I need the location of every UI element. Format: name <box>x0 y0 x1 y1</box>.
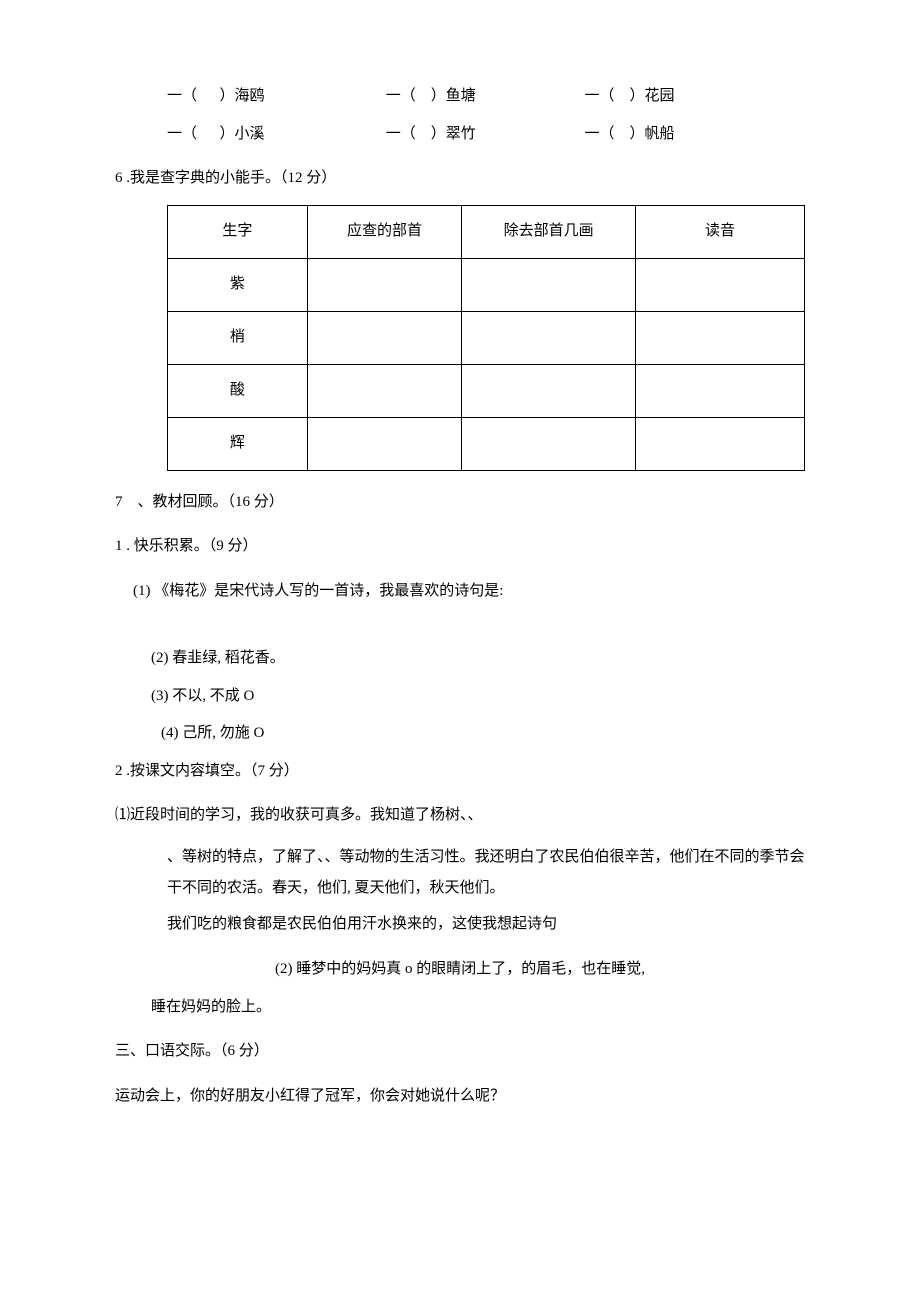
table-cell: 梢 <box>168 311 308 364</box>
s1-item-1: (1) 《梅花》是宋代诗人写的一首诗，我最喜欢的诗句是: <box>133 580 805 603</box>
q5-r1-b-pre: 一（ <box>386 88 416 104</box>
table-cell: 紫 <box>168 258 308 311</box>
table-cell <box>636 364 805 417</box>
table-header-cell: 生字 <box>168 205 308 258</box>
q5-r2-c-pre: 一（ <box>585 126 615 142</box>
table-row: 辉 <box>168 417 805 470</box>
q5-row-1: 一（ ）海鸥 一（ ）鱼塘 一（ ）花园 <box>167 85 805 108</box>
table-row: 酸 <box>168 364 805 417</box>
q5-r2-c-post: ）帆船 <box>630 126 675 142</box>
table-header-cell: 应查的部首 <box>307 205 461 258</box>
s2-heading: 2 .按课文内容填空。（7 分） <box>115 760 805 783</box>
q5-r2-a-post: ）小溪 <box>220 126 265 142</box>
table-cell <box>307 364 461 417</box>
s2-p3: 我们吃的粮食都是农民伯伯用汗水换来的，这使我想起诗句 <box>167 909 805 941</box>
q5-r1-a-post: ）海鸥 <box>220 88 265 104</box>
q5-r1-c-pre: 一（ <box>585 88 615 104</box>
s2-p4: (2) 睡梦中的妈妈真 o 的眼睛闭上了，的眉毛，也在睡觉, <box>275 958 805 981</box>
table-header-cell: 除去部首几画 <box>462 205 636 258</box>
q7-heading: 7 、教材回顾。（16 分） <box>115 491 805 514</box>
table-cell <box>636 417 805 470</box>
s1-item-4: (4) 己所, 勿施 O <box>161 722 805 745</box>
s1-heading: 1 . 快乐积累。（9 分） <box>115 535 805 558</box>
table-cell <box>462 364 636 417</box>
s1-item-2: (2) 春韭绿, 稻花香。 <box>151 647 805 670</box>
q5-r2-b-pre: 一（ <box>386 126 416 142</box>
table-cell <box>636 258 805 311</box>
s2-p5: 睡在妈妈的脸上。 <box>151 996 805 1019</box>
table-cell <box>462 417 636 470</box>
table-cell <box>462 311 636 364</box>
q5-r2-a-pre: 一（ <box>167 126 197 142</box>
table-header-row: 生字 应查的部首 除去部首几画 读音 <box>168 205 805 258</box>
s1-item-3: (3) 不以, 不成 O <box>151 685 805 708</box>
table-cell: 辉 <box>168 417 308 470</box>
q5-r1-c-post: ）花园 <box>630 88 675 104</box>
s3-body: 运动会上，你的好朋友小红得了冠军，你会对她说什么呢？ <box>115 1085 805 1108</box>
table-cell: 酸 <box>168 364 308 417</box>
s3-heading: 三、口语交际。（6 分） <box>115 1040 805 1063</box>
table-cell <box>307 311 461 364</box>
table-cell <box>307 258 461 311</box>
dictionary-table: 生字 应查的部首 除去部首几画 读音 紫 梢 酸 辉 <box>167 205 805 471</box>
q5-r1-b-post: ）鱼塘 <box>431 88 476 104</box>
s2-p2: 、等树的特点，了解了、、等动物的生活习性。我还明白了农民伯伯很辛苦，他们在不同的… <box>167 842 805 905</box>
table-cell <box>636 311 805 364</box>
table-cell <box>462 258 636 311</box>
q6-heading: 6 .我是查字典的小能手。（12 分） <box>115 167 805 190</box>
table-row: 紫 <box>168 258 805 311</box>
q5-r1-a-pre: 一（ <box>167 88 197 104</box>
q5-row-2: 一（ ）小溪 一（ ）翠竹 一（ ）帆船 <box>167 123 805 146</box>
table-cell <box>307 417 461 470</box>
table-header-cell: 读音 <box>636 205 805 258</box>
table-row: 梢 <box>168 311 805 364</box>
document-page: 一（ ）海鸥 一（ ）鱼塘 一（ ）花园 一（ ）小溪 一（ ）翠竹 一（ ）帆… <box>0 0 920 1301</box>
q5-r2-b-post: ）翠竹 <box>431 126 476 142</box>
s2-p1: ⑴近段时间的学习，我的收获可真多。我知道了杨树、、 <box>115 804 805 827</box>
